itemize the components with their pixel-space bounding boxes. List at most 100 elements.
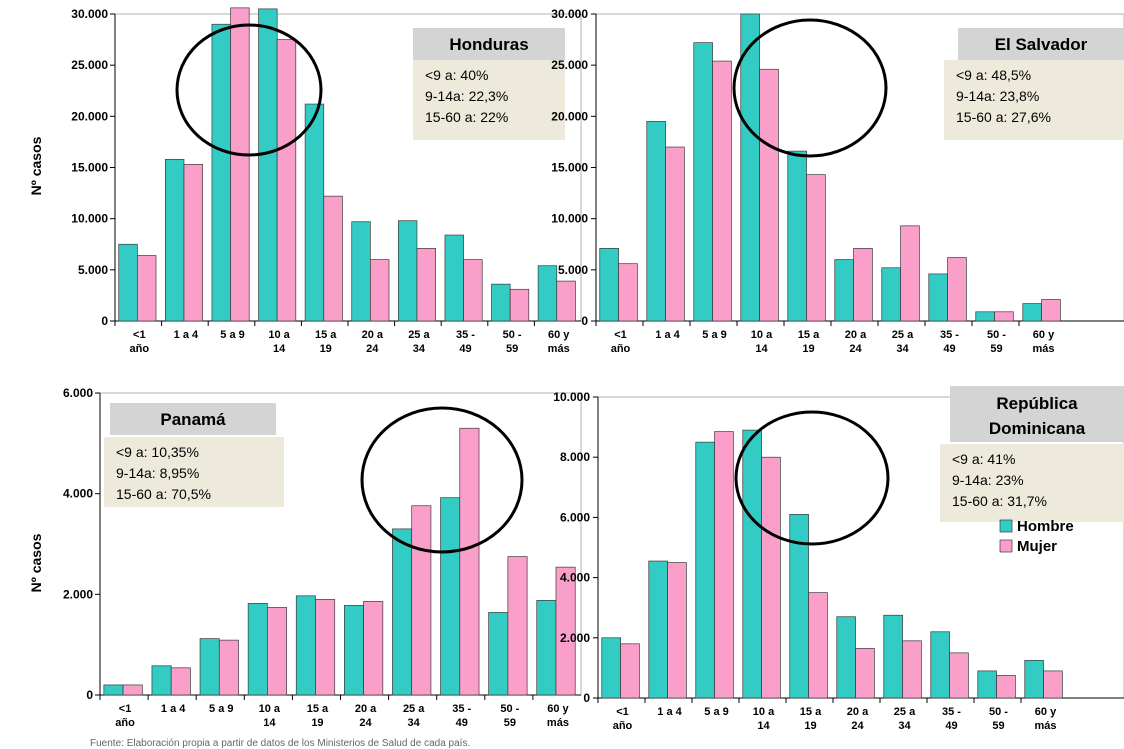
x-tick-label: 5 a 9 [704,706,728,718]
bar-mujer [230,7,250,322]
bar-hombre [536,600,557,696]
x-tick-label: 19 [320,343,332,355]
x-tick-label: <1 [119,703,132,715]
y-tick-label: 2.000 [560,631,590,645]
bar-mujer [994,311,1014,322]
legend-swatch-mujer [999,539,1013,553]
bar-hombre [928,273,948,322]
x-tick-label: 15 a [315,329,337,341]
bar-mujer [276,39,297,322]
bar-hombre [537,265,558,322]
bar-hombre [211,23,231,322]
info-line: 9-14a: 8,95% [116,465,199,481]
x-tick-label: 1 a 4 [161,703,186,715]
bar-hombre [164,158,185,322]
bar-hombre [1022,303,1042,322]
x-tick-label: 5 a 9 [209,703,233,715]
x-tick-label: 10 a [268,329,290,341]
y-tick-label: 4.000 [63,487,93,501]
title-box [958,28,1124,60]
bar-mujer [996,675,1016,699]
bar-hombre [930,631,950,699]
x-tick-label: 35 - [942,706,961,718]
info-box [104,437,284,507]
x-tick-label: 10 a [753,706,775,718]
info-line: 15-60 a: 70,5% [116,486,211,502]
y-tick-label: 4.000 [560,571,590,585]
bar-hombre [977,670,997,699]
bar-mujer [900,225,920,322]
chart-title-line1: República [996,394,1078,413]
legend-label: Mujer [1017,538,1057,555]
chart-panel: 0 5.000 10.000 15.000 20.000 25.000 30.000 <1 añ… [551,7,1124,355]
x-tick-label: 25 a [892,329,914,341]
x-tick-label: 10 a [259,703,281,715]
chart-panel: 0 2.000 4.000 6.000 8.000 10.000 <1 año 1 a 4 5 a… [553,386,1124,732]
x-tick-label: 24 [851,720,864,732]
x-tick-label: 19 [802,343,814,355]
chart-panel: 0 2.000 4.000 6.000 <1 año 1 a 4 5 a 9 10 a 14 15 … [63,386,582,729]
x-tick-label: 34 [898,720,911,732]
bar-mujer [808,592,828,699]
x-tick-label: 35 - [456,329,475,341]
x-tick-label: 20 a [847,706,869,718]
x-tick-label: año [611,343,631,355]
highlight-ellipse [175,23,323,157]
bar-hombre [695,441,715,699]
bar-mujer [949,652,969,699]
bar-mujer [806,174,826,322]
x-tick-label: 59 [992,720,1004,732]
bar-mujer [667,562,687,699]
x-tick-label: 14 [757,720,770,732]
y-tick-label: 25.000 [551,58,588,72]
y-tick-label: 0 [583,691,590,705]
x-tick-label: 20 a [355,703,377,715]
x-tick-label: 60 y [1035,706,1057,718]
y-tick-label: 5.000 [78,263,108,277]
chart-title-line2: Dominicana [989,419,1086,438]
y-tick-label: 2.000 [63,587,93,601]
info-box [940,444,1124,522]
x-tick-label: 24 [359,717,372,729]
bar-mujer [315,599,336,696]
x-tick-label: 49 [456,717,468,729]
bar-mujer [556,280,576,322]
bar-mujer [902,640,922,699]
bar-mujer [122,684,143,696]
x-tick-label: 20 a [362,329,384,341]
y-tick-label: 15.000 [551,161,588,175]
x-tick-label: 34 [408,717,421,729]
x-tick-label: 15 a [800,706,822,718]
y-tick-label: 6.000 [63,386,93,400]
bar-mujer [463,259,483,322]
bar-mujer [665,146,685,322]
y-tick-label: 30.000 [551,7,588,21]
bar-hombre [742,429,762,699]
bar-mujer [170,667,191,696]
x-tick-label: 20 a [845,329,867,341]
bar-hombre [118,243,138,322]
highlight-ellipse [360,406,524,554]
bar-hombre [488,612,509,696]
info-line: <9 a: 10,35% [116,444,199,460]
info-box [413,60,565,140]
x-tick-label: 59 [504,717,516,729]
y-tick-label: 0 [86,688,93,702]
bar-mujer [714,431,734,699]
x-tick-label: 15 a [798,329,820,341]
x-tick-label: 49 [945,720,957,732]
bar-mujer [323,195,343,322]
x-tick-label: 60 y [548,329,570,341]
bar-mujer [183,164,203,322]
x-tick-label: 25 a [403,703,425,715]
bar-hombre [103,684,124,696]
x-tick-label: 10 a [751,329,773,341]
info-line: 15-60 a: 22% [425,109,508,125]
bar-hombre [304,103,325,322]
y-tick-label: 30.000 [71,7,108,21]
y-tick-label: 10.000 [551,212,588,226]
bar-hombre [834,259,854,322]
x-tick-label: más [547,717,569,729]
x-tick-label: 1 a 4 [657,706,682,718]
bar-hombre [881,267,901,322]
